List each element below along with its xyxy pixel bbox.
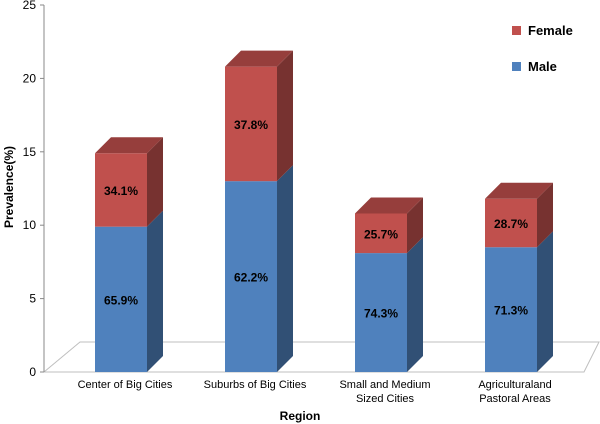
legend-swatch [512,26,521,35]
bar-side [407,197,423,254]
data-label-female-2: 25.7% [364,227,398,241]
bar-front [225,66,277,182]
legend-item-male: Male [512,59,557,74]
data-labels: 65.9% 34.1% 62.2% 37.8% 74.3% 25.7% 71.3% 28.7% [104,118,528,321]
y-tick-label: 0 [29,365,36,379]
bar-female-1 [225,50,293,182]
x-category-label: Small and Medium [339,379,430,391]
bar-female-2 [355,197,423,254]
bar-side [147,210,163,372]
x-category-label: Sized Cities [356,393,415,405]
data-label-male-3: 71.3% [494,304,528,318]
y-tick-label: 25 [23,0,37,12]
bar-male-1 [225,165,293,372]
y-tick-label: 20 [23,71,37,85]
x-category-label: Pastoral Areas [479,393,551,405]
data-label-male-1: 62.2% [234,271,268,285]
data-label-female-0: 34.1% [104,184,138,198]
bar-front [485,247,537,372]
data-label-female-1: 37.8% [234,118,268,132]
bar-side [537,182,553,248]
x-axis-title: Region [280,409,321,423]
data-label-female-3: 28.7% [494,217,528,231]
bar-top [95,137,163,154]
legend-item-female: Female [512,23,573,38]
bar-side [277,50,293,182]
y-tick-label: 5 [29,292,36,306]
bar-front [225,181,277,372]
legend-swatch [512,62,521,71]
bar-front [95,153,147,227]
data-label-male-2: 74.3% [364,307,398,321]
legend-label: Male [528,59,557,74]
bars [95,50,553,372]
bar-side [407,237,423,372]
bar-side [537,231,553,372]
x-category-label: Suburbs of Big Cities [204,379,307,391]
bar-side [277,165,293,372]
x-axis-category-labels: Center of Big Cities Suburbs of Big Citie… [78,379,552,405]
bar-female-0 [95,137,163,227]
x-category-label: Agriculturaland [478,379,551,391]
bar-female-3 [485,182,553,248]
x-category-label: Center of Big Cities [78,379,173,391]
y-tick-label: 10 [23,218,37,232]
data-label-male-0: 65.9% [104,293,138,307]
bar-front [355,253,407,372]
bar-male-0 [95,210,163,372]
bar-front [485,198,537,248]
bar-front [95,226,147,372]
bar-top [225,50,293,67]
bar-top [355,197,423,214]
bar-side [147,137,163,227]
bar-front [355,213,407,254]
legend-label: Female [528,23,573,38]
legend: Female Male [512,23,573,74]
y-axis: 0 5 10 15 20 25 [23,0,45,379]
bar-male-2 [355,237,423,372]
bar-male-3 [485,231,553,372]
y-axis-title: Prevalence(%) [2,146,16,228]
y-tick-label: 15 [23,145,37,159]
bar-top [485,182,553,199]
